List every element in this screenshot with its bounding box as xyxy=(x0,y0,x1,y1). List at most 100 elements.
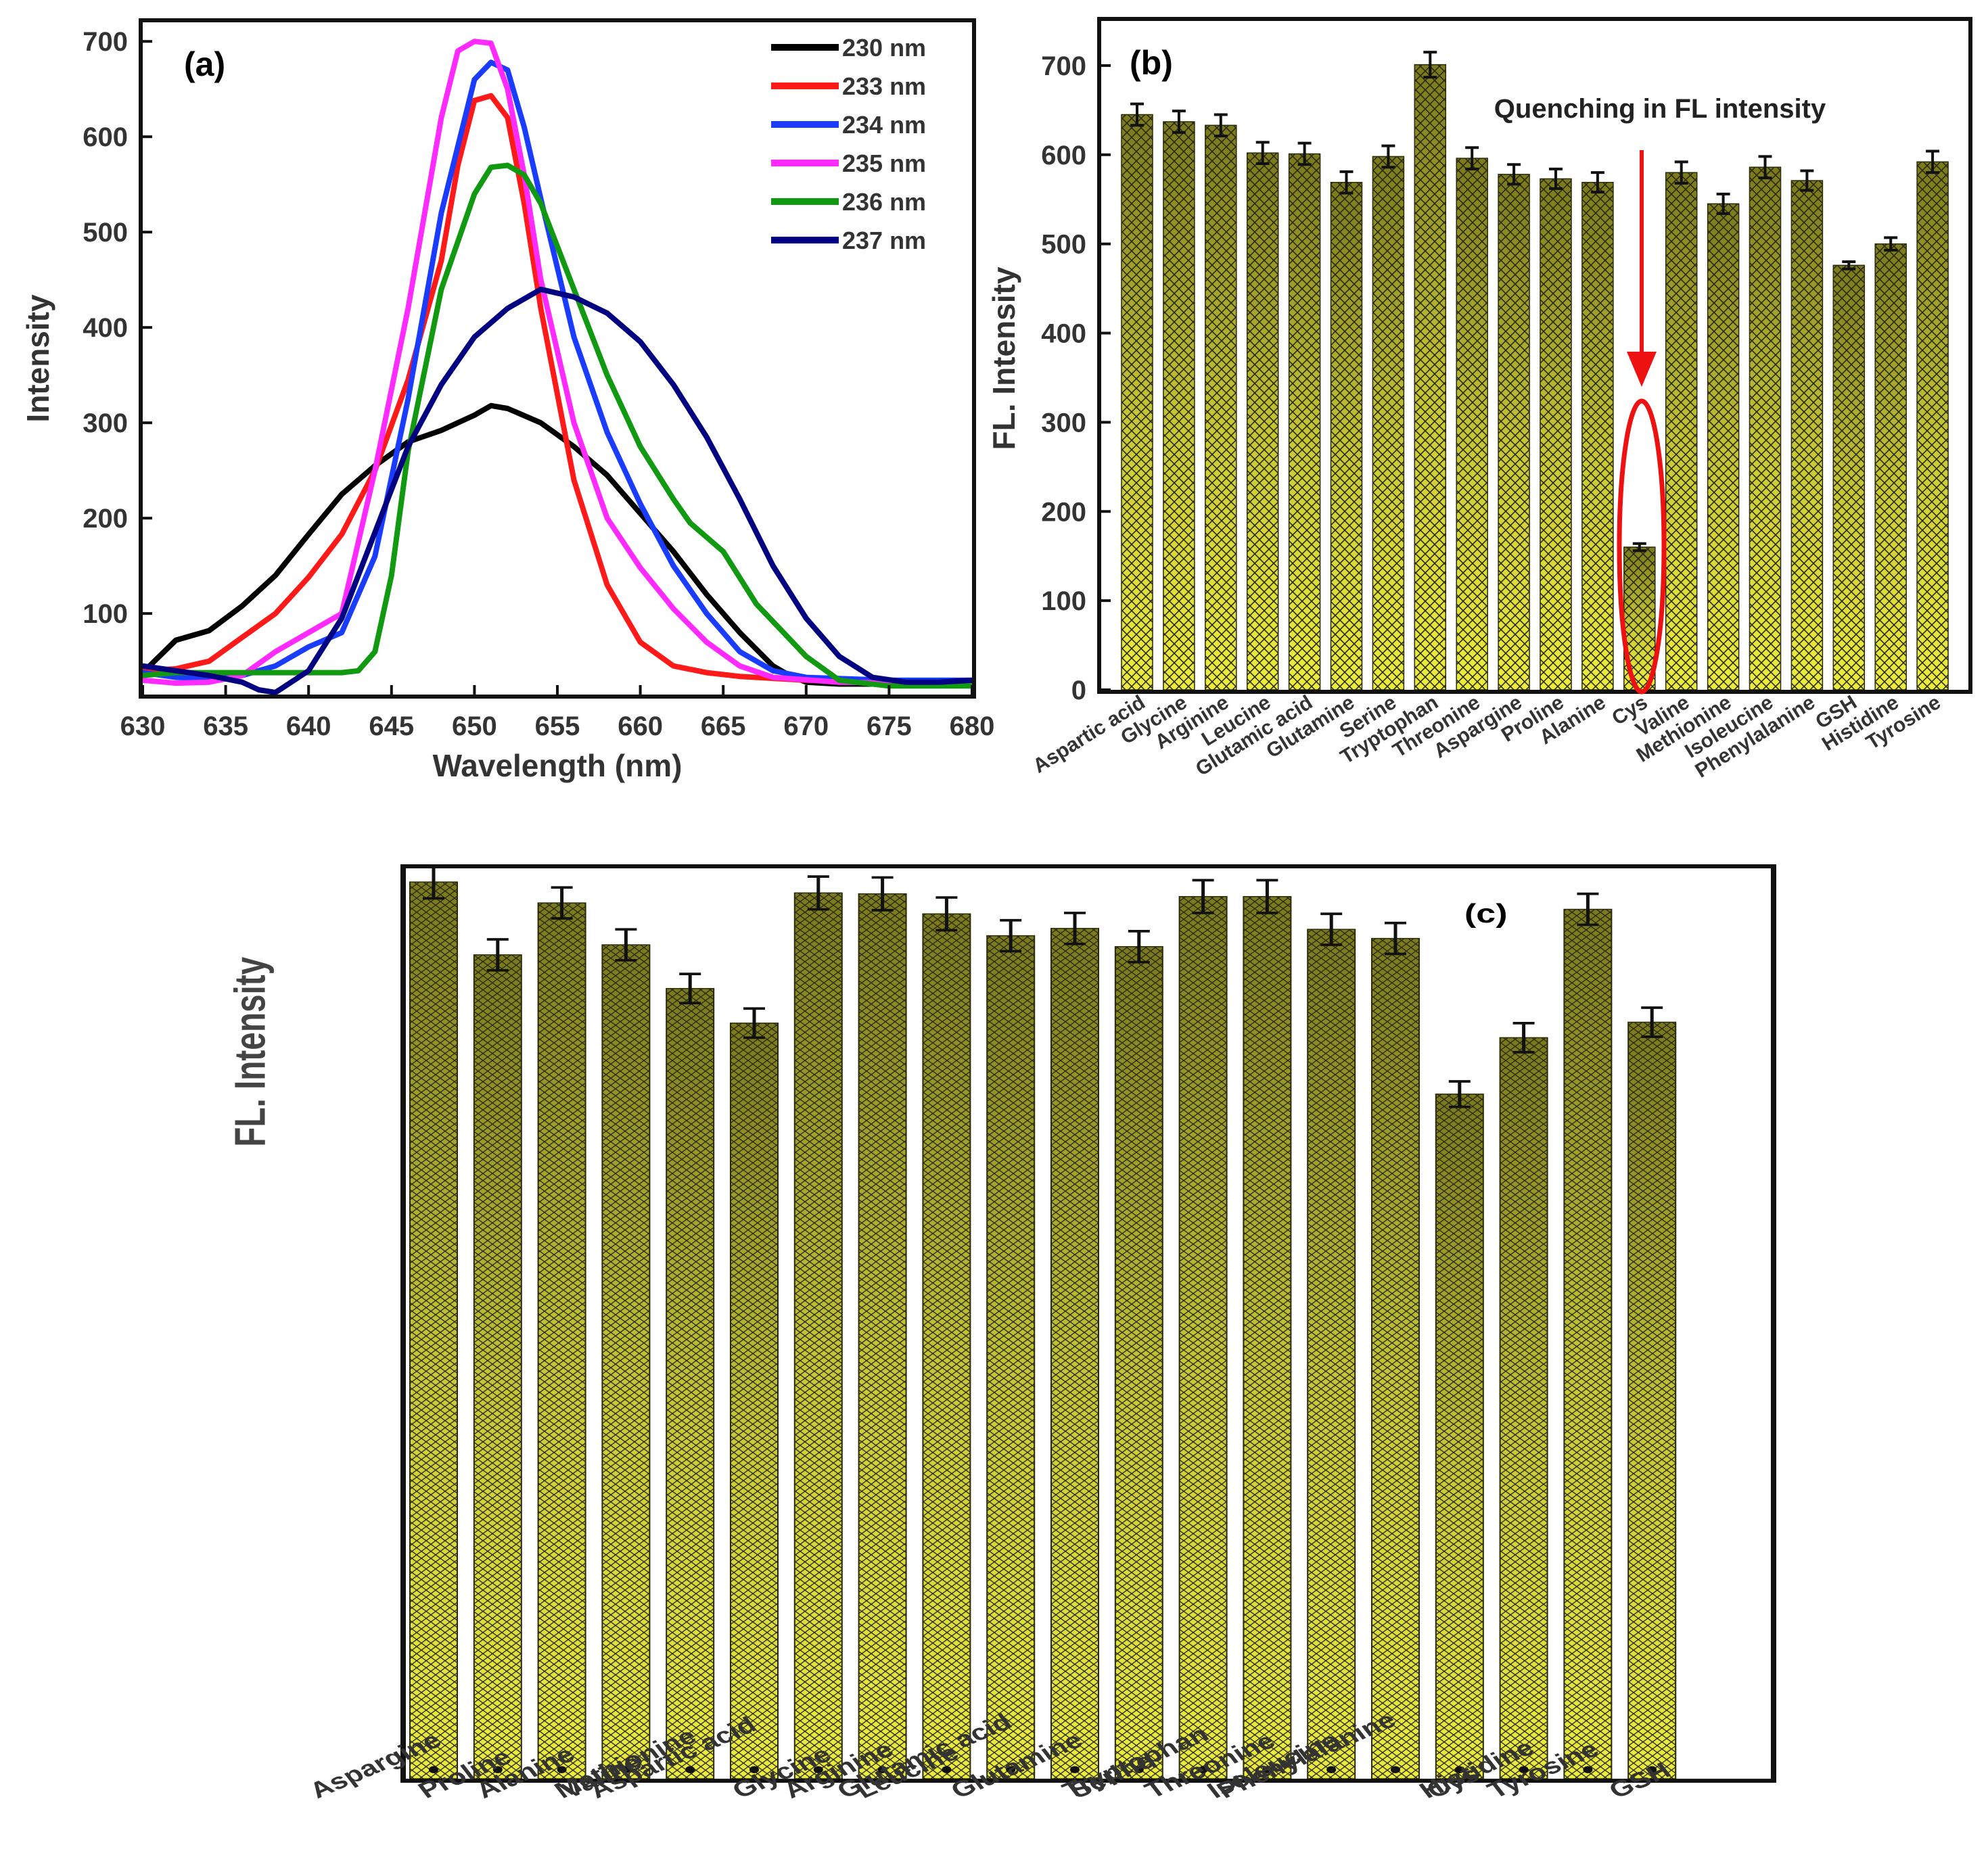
panel-c-bar-chart: (c) FL. Intensity AspargineProlineAlanin… xyxy=(226,864,1776,1803)
c-bar-hatch-tryptophan xyxy=(1179,896,1227,1779)
c-bar-group-phenylalanine xyxy=(1371,921,1420,1779)
c-bar-base-dot xyxy=(557,1766,567,1773)
b-bar-group-tryptophan xyxy=(1414,51,1447,690)
b-bar-hatch-serine xyxy=(1372,156,1404,690)
c-bar-group-glutamic-acid xyxy=(986,918,1036,1779)
b-bar-hatch-glutamine xyxy=(1331,182,1362,690)
a-xtick-label: 680 xyxy=(950,711,995,741)
c-bar-base-dot xyxy=(1134,1766,1144,1773)
c-bar-hatch-aspartic-acid xyxy=(731,1023,778,1779)
c-bar-base-dot xyxy=(1006,1766,1016,1773)
c-bar-base-dot xyxy=(1647,1766,1657,1773)
series-line-234-nm xyxy=(140,60,975,683)
a-xtick-label: 630 xyxy=(120,711,166,741)
c-bar-hatch-methionine xyxy=(666,988,714,1779)
b-bar-group-histidine xyxy=(1874,236,1907,690)
c-bar-group-serine xyxy=(1114,930,1163,1779)
b-ytick-label: 0 xyxy=(1071,676,1086,705)
c-bar-hatch-isoleucine xyxy=(1308,929,1356,1779)
b-ytick-label: 300 xyxy=(1041,408,1086,438)
quenching-arrow-head xyxy=(1627,352,1657,387)
b-bar-group-glutamic-acid xyxy=(1288,141,1321,690)
a-ytick-label: 500 xyxy=(83,218,128,248)
a-ytick-label: 400 xyxy=(83,313,128,343)
panel-c-frame xyxy=(400,864,1776,1783)
c-bar-base-dot xyxy=(1454,1766,1464,1773)
b-ytick-label: 700 xyxy=(1041,51,1086,81)
b-bar-hatch-glycine xyxy=(1163,122,1195,690)
legend-label-230-nm: 230 nm xyxy=(842,34,926,62)
c-bar-group-isoleucine xyxy=(1307,912,1356,1779)
c-bar-hatch-threonine xyxy=(1243,896,1291,1779)
a-ytick-label: 300 xyxy=(83,408,128,438)
b-bar-hatch-alanine xyxy=(1581,182,1613,690)
c-bar-hatch-glutamic-acid xyxy=(987,935,1035,1779)
c-bar-hatch-proline xyxy=(473,954,522,1779)
c-bar-base-dot xyxy=(685,1766,695,1773)
c-bar-group-aspargine xyxy=(409,864,458,1779)
quenching-ellipse xyxy=(1617,398,1667,695)
legend-label-235-nm: 235 nm xyxy=(842,149,926,177)
series-line-235-nm xyxy=(140,39,975,686)
series-line-237-nm xyxy=(140,286,975,695)
c-bar-hatch-aspargine xyxy=(410,882,457,1779)
panel-a-line-chart: 630 635 640 645 650 655 660 665 670 675 680 100 200 3… xyxy=(20,18,995,783)
b-bar-hatch-glutamic-acid xyxy=(1289,154,1320,690)
legend-label-237-nm: 237 nm xyxy=(842,227,926,254)
b-bar-hatch-gsh xyxy=(1833,265,1865,690)
c-bar-group-glycine xyxy=(793,875,843,1779)
b-bar-group-aspartic-acid xyxy=(1121,102,1153,690)
panel-a-frame xyxy=(139,18,976,699)
panel-a-legend: 230 nm 233 nm 234 nm 235 nm 236 nm 237 nm xyxy=(771,34,926,254)
b-bar-hatch-phenylalanine xyxy=(1791,181,1823,690)
c-bar-base-dot xyxy=(492,1766,503,1773)
b-ytick-label: 500 xyxy=(1041,230,1086,260)
b-bar-hatch-tyrosine xyxy=(1917,162,1949,690)
b-bar-hatch-aspartic-acid xyxy=(1122,114,1153,690)
b-bar-group-valine xyxy=(1665,160,1698,690)
c-bar-group-tyrosine xyxy=(1563,892,1613,1779)
b-bar-hatch-arginine xyxy=(1205,125,1236,690)
b-bar-group-arginine xyxy=(1205,113,1237,690)
b-bar-group-serine xyxy=(1372,144,1405,690)
c-bar-group-cys xyxy=(1435,1080,1484,1779)
c-bar-hatch-tyrosine xyxy=(1564,909,1612,1779)
legend-label-233-nm: 233 nm xyxy=(842,72,926,100)
a-xtick-label: 655 xyxy=(535,711,580,741)
c-bar-base-dot xyxy=(1326,1766,1337,1773)
c-bar-group-glutamine xyxy=(1050,912,1099,1779)
a-xtick-label: 660 xyxy=(618,711,663,741)
c-bar-group-leucine xyxy=(922,896,971,1779)
a-xtick-label: 670 xyxy=(783,711,829,741)
b-ytick-label: 600 xyxy=(1041,141,1086,170)
b-bar-group-isoleucine xyxy=(1749,155,1782,690)
a-ytick-label: 100 xyxy=(83,599,128,629)
quenching-highlight xyxy=(1617,150,1667,695)
c-bar-group-aspartic-acid xyxy=(730,1007,779,1779)
b-bar-hatch-tryptophan xyxy=(1414,64,1446,690)
c-bar-group-valine xyxy=(601,928,651,1779)
c-bar-group-histidine xyxy=(1499,1021,1548,1779)
b-ytick-label: 100 xyxy=(1041,586,1086,616)
b-bar-group-gsh xyxy=(1832,260,1866,690)
panel-c-label: (c) xyxy=(1464,898,1508,928)
c-bar-base-dot xyxy=(1391,1766,1400,1773)
panel-a-label: (a) xyxy=(184,45,225,83)
a-xtick-label: 640 xyxy=(286,711,331,741)
c-bar-hatch-glycine xyxy=(794,893,842,1779)
c-bar-group-proline xyxy=(473,938,522,1779)
c-bar-base-dot xyxy=(1262,1766,1272,1773)
legend-label-234-nm: 234 nm xyxy=(842,111,926,139)
c-bar-base-dot xyxy=(621,1766,631,1773)
a-ytick-label: 700 xyxy=(83,27,128,57)
b-bar-hatch-threonine xyxy=(1456,158,1488,690)
c-bar-hatch-cys xyxy=(1435,1094,1483,1779)
c-bar-base-dot xyxy=(1070,1766,1080,1773)
c-bar-hatch-leucine xyxy=(923,914,971,1779)
b-bar-group-alanine xyxy=(1581,171,1614,690)
c-bar-hatch-serine xyxy=(1115,946,1163,1779)
c-bar-base-dot xyxy=(1583,1766,1593,1773)
b-bar-group-aspargine xyxy=(1498,163,1530,690)
series-line-233-nm xyxy=(140,93,975,685)
